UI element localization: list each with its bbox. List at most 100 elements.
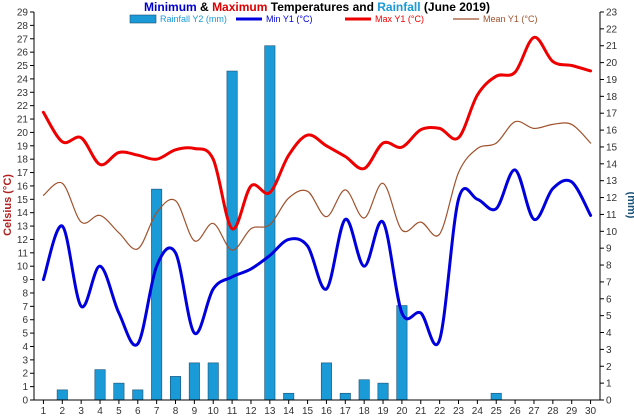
y-right-tick-label: 12 [606,193,618,204]
y-axis-label-left: Celsius (°C) [2,174,14,236]
axes: 0123456789101112131415161718192021222324… [17,8,618,418]
y-right-tick-label: 21 [606,41,618,52]
rainfall-bar [170,376,181,401]
chart-title: Minimum & Maximum Temperatures and Rainf… [144,0,490,14]
x-tick-label: 11 [227,406,238,417]
rainfall-bar [132,389,144,401]
title-part-1: & [197,0,212,14]
y-right-tick-label: 23 [606,8,618,19]
x-tick-label: 28 [547,406,559,417]
x-tick-label: 10 [208,406,220,417]
y-left-tick-label: 15 [17,195,29,206]
y-left-tick-label: 9 [22,275,28,286]
y-left-tick-label: 6 [22,315,28,326]
x-tick-label: 24 [472,406,484,417]
y-right-tick-label: 10 [606,227,618,238]
x-tick-label: 6 [135,406,141,417]
y-left-tick-label: 7 [22,302,28,313]
min-temperature-line [41,168,593,347]
y-left-tick-label: 8 [22,288,28,299]
y-right-tick-label: 11 [606,210,617,221]
temperature-lines [41,35,593,347]
y-left-tick-label: 19 [17,141,29,152]
x-tick-label: 3 [78,406,84,417]
rainfall-bar [283,392,295,401]
y-right-tick-label: 19 [606,75,618,86]
rainfall-bar [320,362,332,401]
x-tick-label: 27 [528,406,540,417]
rainfall-bar [151,188,163,401]
title-part-4: Rainfall [377,0,420,14]
legend-label-3: Mean Y1 (°C) [483,14,537,24]
y-left-tick-label: 25 [17,61,29,72]
y-left-tick-label: 21 [17,115,29,126]
y-right-tick-label: 16 [606,126,618,137]
legend-swatch-rainfall [129,14,157,24]
y-right-tick-label: 22 [606,24,618,35]
y-right-tick-label: 2 [606,362,612,373]
title-part-2: Maximum [212,0,267,14]
rainfall-bars [56,45,502,401]
x-tick-label: 21 [415,406,427,417]
x-tick-label: 17 [340,406,352,417]
x-tick-label: 8 [173,406,179,417]
y-right-tick-label: 15 [606,142,618,153]
rainfall-bar [339,392,351,401]
y-left-tick-label: 28 [17,21,29,32]
y-right-tick-label: 4 [606,328,612,339]
y-right-tick-label: 17 [606,109,618,120]
x-tick-label: 25 [491,406,503,417]
legend-label-2: Max Y1 (°C) [375,14,424,24]
rainfall-bar [94,369,106,401]
x-tick-label: 13 [264,406,276,417]
x-tick-label: 2 [60,406,66,417]
y-right-tick-label: 14 [606,159,618,170]
x-tick-label: 30 [585,406,597,417]
rainfall-bar [113,382,125,401]
y-left-tick-label: 20 [17,128,29,139]
y-left-tick-label: 17 [17,168,29,179]
y-left-tick-label: 4 [22,342,28,353]
x-tick-label: 4 [97,406,103,417]
y-right-tick-label: 7 [606,277,612,288]
y-left-tick-label: 29 [17,8,29,19]
x-tick-label: 22 [434,406,446,417]
y-left-tick-label: 16 [17,181,29,192]
y-right-tick-label: 5 [606,311,612,322]
y-right-tick-label: 20 [606,58,618,69]
rainfall-bar [188,362,200,401]
x-tick-label: 18 [359,406,371,417]
rainfall-bar [226,70,238,401]
y-left-tick-label: 11 [18,248,29,259]
legend-label-0: Rainfall Y2 (mm) [160,14,227,24]
x-tick-label: 5 [116,406,122,417]
y-right-tick-label: 1 [606,379,612,390]
y-left-tick-label: 2 [22,369,28,380]
y-right-tick-label: 0 [606,396,612,407]
x-tick-label: 23 [453,406,465,417]
x-tick-label: 26 [510,406,522,417]
y-left-tick-label: 24 [17,74,29,85]
mean-temperature-line [42,120,592,251]
y-left-tick-label: 0 [22,396,28,407]
y-left-tick-label: 5 [22,329,28,340]
y-left-tick-label: 27 [17,34,29,45]
x-tick-label: 12 [245,406,257,417]
max-temperature-line [41,35,593,231]
y-left-tick-label: 18 [17,155,29,166]
x-tick-label: 9 [192,406,198,417]
y-left-tick-label: 23 [17,88,29,99]
x-tick-label: 16 [321,406,333,417]
y-right-tick-label: 13 [606,176,618,187]
y-right-tick-label: 18 [606,92,618,103]
x-tick-label: 14 [283,406,295,417]
y-axis-label-right: (mm) [625,192,634,219]
x-tick-label: 15 [302,406,314,417]
title-part-0: Minimum [144,0,197,14]
y-left-tick-label: 14 [17,208,29,219]
x-tick-label: 29 [566,406,578,417]
x-tick-label: 7 [154,406,160,417]
rainfall-bar [358,379,370,401]
